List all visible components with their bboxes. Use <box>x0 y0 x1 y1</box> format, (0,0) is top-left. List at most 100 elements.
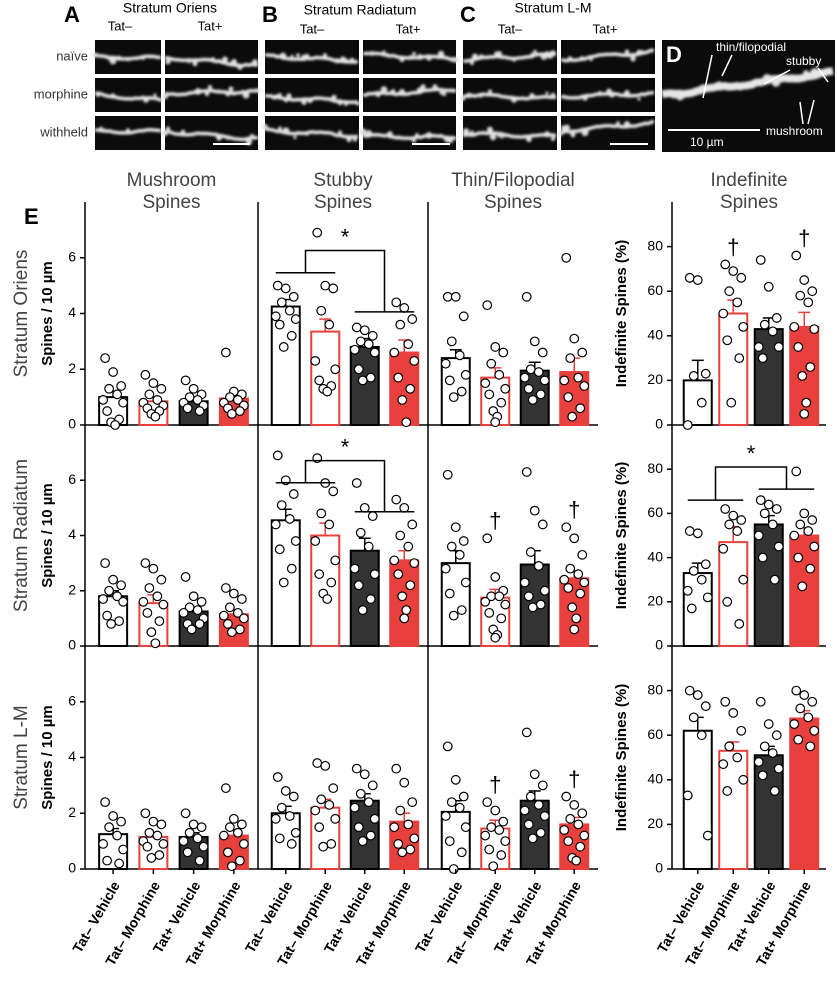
data-point <box>440 563 451 574</box>
data-point <box>490 805 501 816</box>
micrograph <box>561 40 655 74</box>
y-tick-label: 20 <box>647 815 663 831</box>
dendrite-shaft <box>164 129 258 142</box>
data-point <box>767 519 778 530</box>
spine <box>545 91 549 95</box>
data-point <box>803 712 814 723</box>
data-point <box>490 417 501 428</box>
panel-title: Stratum L-M <box>514 0 591 16</box>
data-point <box>454 549 465 560</box>
bar <box>789 717 820 870</box>
data-point <box>286 563 297 574</box>
data-point <box>577 808 588 819</box>
y-axis-label: Spines / 10 µm <box>39 705 56 810</box>
dendrite <box>462 126 557 143</box>
data-point <box>320 280 331 291</box>
panel-letter: A <box>64 2 80 27</box>
data-point <box>226 627 237 638</box>
data-point <box>397 395 408 405</box>
data-point <box>154 850 165 860</box>
data-point <box>444 375 455 386</box>
data-point <box>480 830 491 841</box>
annotation: mushroom <box>766 124 823 138</box>
data-point <box>688 371 699 381</box>
y-axis-label: Spines / 10 µm <box>39 483 56 588</box>
data-point <box>521 727 532 738</box>
data-point <box>234 855 245 866</box>
spine <box>192 61 198 67</box>
data-point <box>192 605 203 615</box>
data-point <box>809 725 820 736</box>
data-point <box>523 383 534 394</box>
chart-title: Spines <box>314 192 372 213</box>
data-point <box>357 605 368 615</box>
dendrite <box>162 84 261 100</box>
data-point <box>328 283 339 294</box>
dendrite-shaft <box>362 51 457 62</box>
data-point <box>182 403 193 414</box>
data-point <box>523 819 534 830</box>
data-point <box>521 467 532 477</box>
data-point <box>732 752 743 763</box>
data-point <box>736 515 747 525</box>
y-axis-label: Indefinite Spines (%) <box>613 462 630 610</box>
y-tick-label: 40 <box>647 548 663 564</box>
data-point <box>519 372 530 383</box>
dendrite-shaft <box>560 119 655 134</box>
data-point <box>759 508 770 519</box>
data-point <box>771 504 782 514</box>
data-point <box>158 599 169 610</box>
data-point <box>391 494 402 505</box>
data-point <box>458 311 469 322</box>
data-point <box>726 397 737 408</box>
data-point <box>573 372 584 383</box>
panel-e: 0 2 4 6 Stratum Oriens Spines / 10 µm Mushroom… <box>11 170 826 969</box>
panel-letter: C <box>460 2 476 27</box>
data-point <box>349 802 360 813</box>
spine <box>278 93 282 97</box>
data-point <box>688 712 699 723</box>
data-point <box>793 552 804 563</box>
data-point <box>363 797 374 807</box>
data-point <box>238 839 249 849</box>
data-point <box>807 286 818 297</box>
data-point <box>399 613 410 624</box>
data-point <box>100 797 111 807</box>
data-point <box>116 816 127 827</box>
data-point <box>446 541 457 552</box>
spine <box>500 135 504 139</box>
data-point <box>218 830 229 841</box>
y-tick-label: 0 <box>655 637 663 653</box>
y-tick-label: 20 <box>647 371 663 387</box>
data-point <box>156 574 167 585</box>
data-point <box>232 607 243 618</box>
data-point <box>565 813 576 824</box>
data-point <box>112 389 123 400</box>
data-point <box>288 791 299 802</box>
data-point <box>397 591 408 602</box>
data-point <box>702 830 713 841</box>
data-point <box>567 411 578 422</box>
data-point <box>330 555 341 566</box>
bracket <box>304 459 386 512</box>
data-point <box>573 819 584 830</box>
data-point <box>369 569 380 580</box>
data-point <box>488 861 499 872</box>
data-point <box>724 741 735 752</box>
data-point <box>720 504 731 514</box>
data-point <box>575 588 586 599</box>
data-point <box>359 325 370 336</box>
data-point <box>525 364 536 375</box>
data-point <box>809 541 820 552</box>
data-point <box>444 588 455 599</box>
data-point <box>236 819 247 830</box>
data-point <box>367 511 378 522</box>
data-point <box>759 741 770 752</box>
data-point <box>194 855 205 866</box>
data-point <box>351 478 362 488</box>
row-label: Stratum Radiatum <box>11 459 32 612</box>
data-point <box>393 372 404 383</box>
data-point <box>389 347 400 358</box>
data-point <box>565 353 576 364</box>
data-point <box>351 763 362 774</box>
